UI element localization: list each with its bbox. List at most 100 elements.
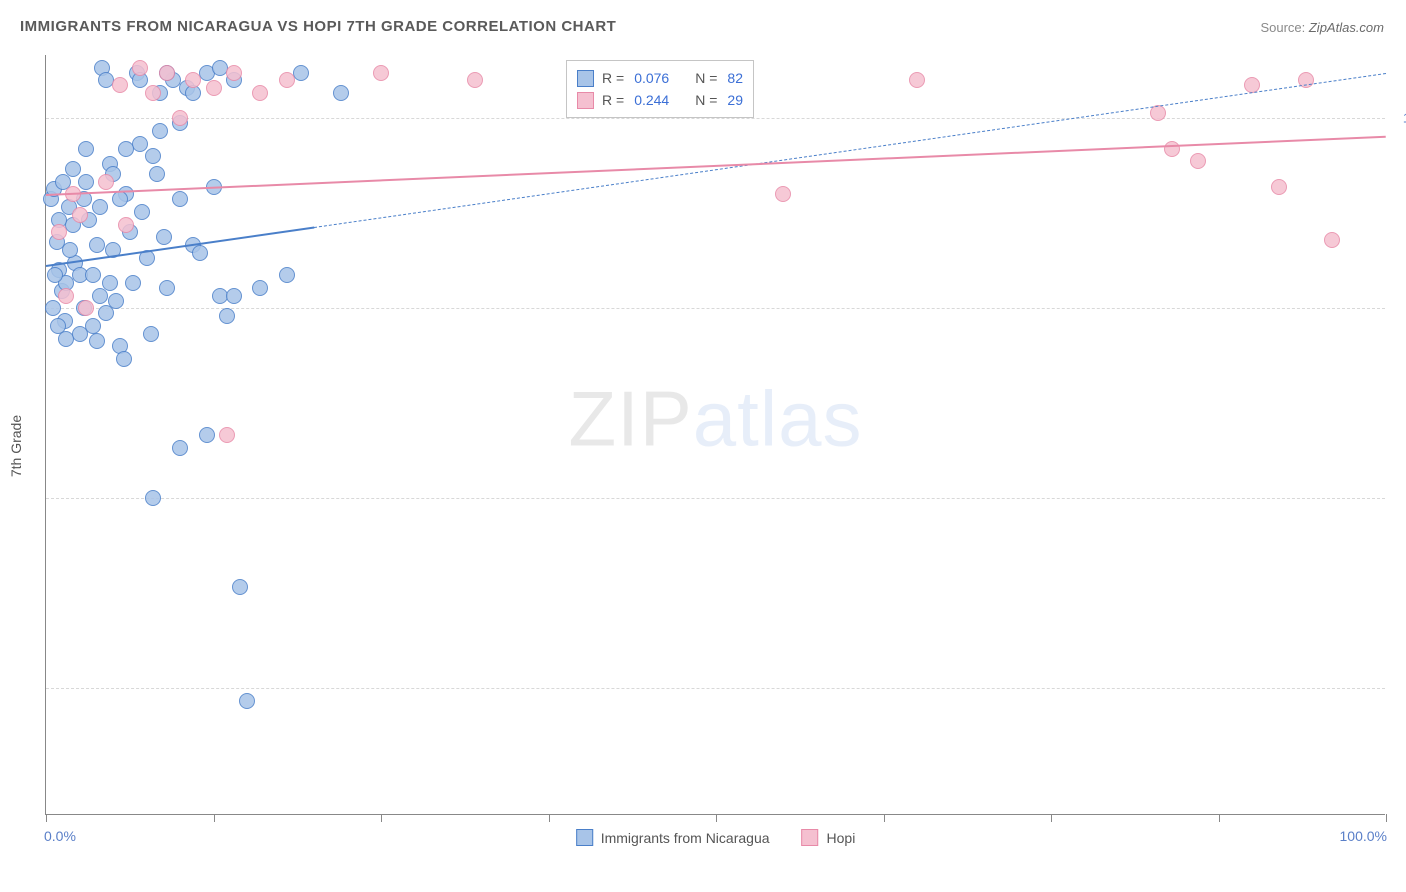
- data-point-hopi: [1324, 232, 1340, 248]
- data-point-nicaragua: [333, 85, 349, 101]
- data-point-nicaragua: [89, 237, 105, 253]
- legend-item-hopi: Hopi: [802, 829, 856, 846]
- data-point-nicaragua: [226, 288, 242, 304]
- data-point-nicaragua: [219, 308, 235, 324]
- data-point-nicaragua: [232, 579, 248, 595]
- source-name: ZipAtlas.com: [1309, 20, 1384, 35]
- swatch-hopi: [802, 829, 819, 846]
- regression-line: [46, 136, 1386, 196]
- data-point-hopi: [72, 207, 88, 223]
- n-value-hopi: 29: [727, 89, 743, 111]
- x-tick: [214, 814, 215, 822]
- y-tick-label: 85.0%: [1392, 491, 1406, 506]
- x-tick: [549, 814, 550, 822]
- data-point-hopi: [909, 72, 925, 88]
- data-point-hopi: [219, 427, 235, 443]
- source-attribution: Source: ZipAtlas.com: [1260, 20, 1384, 35]
- swatch-nicaragua: [577, 70, 594, 87]
- x-tick: [1051, 814, 1052, 822]
- gridline: [46, 118, 1385, 119]
- data-point-nicaragua: [78, 174, 94, 190]
- data-point-nicaragua: [252, 280, 268, 296]
- data-point-nicaragua: [156, 229, 172, 245]
- data-point-hopi: [58, 288, 74, 304]
- source-prefix: Source:: [1260, 20, 1308, 35]
- data-point-nicaragua: [152, 123, 168, 139]
- swatch-hopi: [577, 92, 594, 109]
- scatter-plot-area: ZIPatlas R = 0.076 N = 82 R = 0.244 N = …: [45, 55, 1385, 815]
- data-point-nicaragua: [116, 351, 132, 367]
- data-point-nicaragua: [199, 427, 215, 443]
- stats-row-nicaragua: R = 0.076 N = 82: [577, 67, 743, 89]
- data-point-hopi: [98, 174, 114, 190]
- swatch-nicaragua: [576, 829, 593, 846]
- data-point-nicaragua: [92, 199, 108, 215]
- data-point-nicaragua: [50, 318, 66, 334]
- n-label: N =: [695, 67, 717, 89]
- watermark-zip: ZIP: [568, 375, 692, 463]
- data-point-nicaragua: [192, 245, 208, 261]
- data-point-hopi: [279, 72, 295, 88]
- x-tick: [716, 814, 717, 822]
- n-label: N =: [695, 89, 717, 111]
- data-point-hopi: [1150, 105, 1166, 121]
- data-point-hopi: [252, 85, 268, 101]
- watermark-atlas: atlas: [693, 375, 863, 463]
- data-point-hopi: [467, 72, 483, 88]
- data-point-hopi: [1190, 153, 1206, 169]
- data-point-hopi: [172, 110, 188, 126]
- data-point-nicaragua: [172, 191, 188, 207]
- correlation-stats-box: R = 0.076 N = 82 R = 0.244 N = 29: [566, 60, 754, 118]
- data-point-hopi: [159, 65, 175, 81]
- data-point-hopi: [51, 224, 67, 240]
- data-point-hopi: [132, 60, 148, 76]
- r-label: R =: [602, 89, 624, 111]
- gridline: [46, 498, 1385, 499]
- regression-line: [46, 227, 314, 267]
- watermark: ZIPatlas: [568, 374, 862, 465]
- data-point-nicaragua: [112, 191, 128, 207]
- data-point-nicaragua: [98, 305, 114, 321]
- legend-label-hopi: Hopi: [827, 830, 856, 846]
- data-point-hopi: [78, 300, 94, 316]
- regression-line: [314, 73, 1386, 228]
- gridline: [46, 308, 1385, 309]
- x-tick: [884, 814, 885, 822]
- data-point-nicaragua: [47, 267, 63, 283]
- y-tick-label: 100.0%: [1392, 111, 1406, 126]
- y-tick-label: 92.5%: [1392, 301, 1406, 316]
- data-point-nicaragua: [145, 148, 161, 164]
- data-point-hopi: [118, 217, 134, 233]
- data-point-nicaragua: [149, 166, 165, 182]
- bottom-legend: Immigrants from Nicaragua Hopi: [576, 829, 856, 846]
- data-point-nicaragua: [172, 440, 188, 456]
- data-point-nicaragua: [78, 141, 94, 157]
- data-point-nicaragua: [62, 242, 78, 258]
- data-point-hopi: [775, 186, 791, 202]
- r-value-hopi: 0.244: [634, 89, 669, 111]
- data-point-nicaragua: [102, 275, 118, 291]
- data-point-nicaragua: [89, 333, 105, 349]
- gridline: [46, 688, 1385, 689]
- r-value-nicaragua: 0.076: [634, 67, 669, 89]
- r-label: R =: [602, 67, 624, 89]
- y-axis-label: 7th Grade: [8, 415, 24, 477]
- data-point-nicaragua: [118, 141, 134, 157]
- data-point-nicaragua: [239, 693, 255, 709]
- data-point-hopi: [373, 65, 389, 81]
- data-point-nicaragua: [279, 267, 295, 283]
- stats-row-hopi: R = 0.244 N = 29: [577, 89, 743, 111]
- y-tick-label: 77.5%: [1392, 681, 1406, 696]
- x-tick: [381, 814, 382, 822]
- legend-label-nicaragua: Immigrants from Nicaragua: [601, 830, 770, 846]
- data-point-hopi: [145, 85, 161, 101]
- x-tick: [1219, 814, 1220, 822]
- x-axis-max-label: 100.0%: [1340, 828, 1387, 844]
- x-axis-min-label: 0.0%: [44, 828, 76, 844]
- data-point-nicaragua: [72, 326, 88, 342]
- data-point-hopi: [1164, 141, 1180, 157]
- data-point-nicaragua: [143, 326, 159, 342]
- data-point-nicaragua: [125, 275, 141, 291]
- data-point-hopi: [185, 72, 201, 88]
- data-point-hopi: [112, 77, 128, 93]
